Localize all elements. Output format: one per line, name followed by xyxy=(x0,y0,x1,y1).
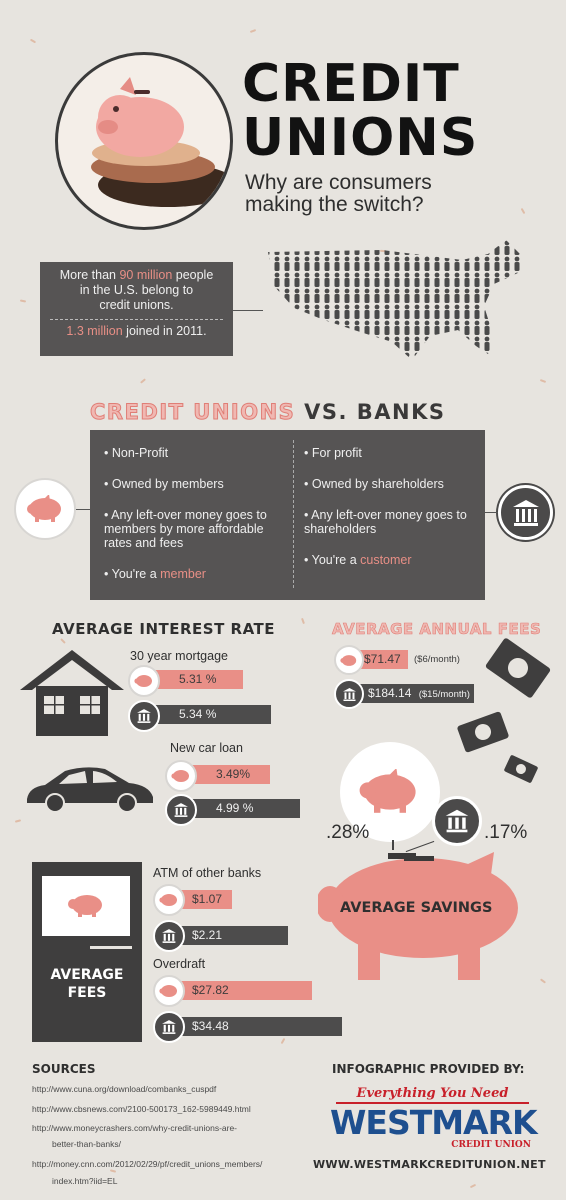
us-map-people-icon xyxy=(268,240,524,360)
provider-url[interactable]: WWW.WESTMARKCREDITUNION.NET xyxy=(313,1158,546,1171)
header-illustration xyxy=(55,52,233,230)
piggy-icon xyxy=(128,665,160,697)
annual-fee-bank-monthly: ($15/month) xyxy=(418,689,470,700)
logo-brand: WESTMARK xyxy=(330,1103,538,1142)
annual-fees-heading: AVERAGE ANNUAL FEES xyxy=(332,620,542,639)
credit-union-piggy-icon xyxy=(14,478,76,540)
atm-machine: AVERAGE FEES xyxy=(32,862,142,1042)
versus-heading: CREDIT UNIONS VS. BANKS xyxy=(89,400,446,425)
piggy-icon xyxy=(165,760,197,792)
source-link-continued[interactable]: better-than-banks/ xyxy=(52,1139,121,1149)
list-item: • Owned by members xyxy=(104,477,224,491)
source-link[interactable]: http://www.cuna.org/download/combanks_cu… xyxy=(32,1084,217,1094)
sources-heading: SOURCES xyxy=(32,1062,96,1076)
credit-union-list: • Non-Profit • Owned by members • Any le… xyxy=(104,446,289,581)
list-item: • Owned by shareholders xyxy=(304,477,444,491)
atm-bank-bar: $2.21 xyxy=(170,926,288,945)
overdraft-bank-bar: $34.48 xyxy=(170,1017,342,1036)
provider-heading: INFOGRAPHIC PROVIDED BY: xyxy=(332,1062,525,1076)
coin-slot xyxy=(388,853,416,859)
page-subtitle: Why are consumers making the switch? xyxy=(245,171,432,216)
bank-icon xyxy=(128,700,160,732)
bank-icon xyxy=(334,679,364,709)
column-divider xyxy=(293,440,294,588)
atm-screen xyxy=(42,876,130,936)
car-icon xyxy=(27,767,153,813)
membership-stats-box: More than 90 million people in the U.S. … xyxy=(40,262,233,356)
bank-list: • For profit • Owned by shareholders • A… xyxy=(304,446,479,567)
source-link[interactable]: http://www.cbsnews.com/2100-500173_162-5… xyxy=(32,1104,251,1114)
annual-fee-cu-monthly: ($6/month) xyxy=(414,654,460,665)
source-link[interactable]: http://money.cnn.com/2012/02/29/pf/credi… xyxy=(32,1159,263,1169)
money-bill-icon xyxy=(456,710,510,754)
westmark-logo[interactable]: Everything You Need WESTMARK CREDIT UNIO… xyxy=(330,1086,538,1150)
overdraft-cu-bar: $27.82 xyxy=(170,981,312,1000)
source-link[interactable]: http://www.moneycrashers.com/why-credit-… xyxy=(32,1123,238,1133)
members-count: 90 million xyxy=(119,268,173,282)
large-piggy-bank xyxy=(318,852,518,980)
car-cu-bar: 3.49% xyxy=(180,765,270,784)
mortgage-bank-bar: 5.34 % xyxy=(143,705,271,724)
list-item: • You're a customer xyxy=(304,553,412,567)
annual-fee-cu-bar: $71.47 xyxy=(350,650,408,669)
list-item: • Any left-over money goes to shareholde… xyxy=(304,508,467,536)
atm-cu-bar: $1.07 xyxy=(170,890,232,909)
joined-count: 1.3 million xyxy=(66,324,123,338)
savings-label: AVERAGE SAVINGS xyxy=(340,900,493,916)
annual-fee-bank-bar: $184.14 ($15/month) xyxy=(350,684,474,703)
savings-piggy-icon xyxy=(340,742,440,842)
divider xyxy=(50,319,223,320)
list-item: • For profit xyxy=(304,446,362,460)
mortgage-cu-bar: 5.31 % xyxy=(143,670,243,689)
list-item: • You're a member xyxy=(104,567,206,581)
logo-tagline: Everything You Need xyxy=(356,1086,509,1101)
bank-icon xyxy=(153,920,185,952)
logo-sub: CREDIT UNION xyxy=(451,1140,531,1150)
savings-bank-rate: .17% xyxy=(484,822,528,843)
piggy-icon xyxy=(153,884,185,916)
savings-cu-rate: .28% xyxy=(326,822,370,843)
overdraft-label: Overdraft xyxy=(153,957,206,971)
bank-building-icon xyxy=(498,485,553,540)
page-title-line1: CREDIT xyxy=(242,54,460,114)
mortgage-label: 30 year mortgage xyxy=(130,649,228,663)
list-item: • Non-Profit xyxy=(104,446,169,460)
source-link-continued[interactable]: index.htm?iid=EL xyxy=(52,1176,118,1186)
bank-icon xyxy=(165,794,197,826)
average-fees-label: AVERAGE FEES xyxy=(50,967,124,1001)
comparison-box: • Non-Profit • Owned by members • Any le… xyxy=(90,430,485,600)
page-title-line2: UNIONS xyxy=(242,108,479,168)
piggy-bank-hands-icon xyxy=(91,77,230,207)
connector-line xyxy=(233,310,263,311)
interest-rate-heading: AVERAGE INTEREST RATE xyxy=(52,620,276,638)
money-bill-icon xyxy=(503,754,539,784)
list-item: • Any left-over money goes to members by… xyxy=(104,508,267,550)
house-icon xyxy=(20,650,124,736)
car-bank-bar: 4.99 % xyxy=(180,799,300,818)
piggy-icon xyxy=(68,895,102,917)
piggy-icon xyxy=(334,645,364,675)
savings-bank-icon xyxy=(432,796,482,846)
atm-label: ATM of other banks xyxy=(153,866,262,880)
piggy-icon xyxy=(153,975,185,1007)
car-loan-label: New car loan xyxy=(170,741,243,755)
card-slot xyxy=(90,946,132,949)
money-bill-icon xyxy=(484,637,552,699)
bank-icon xyxy=(153,1011,185,1043)
